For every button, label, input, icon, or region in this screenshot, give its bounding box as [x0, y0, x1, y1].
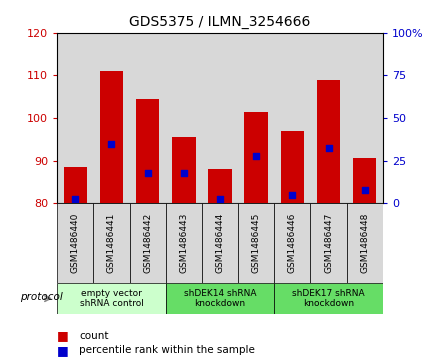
Text: ■: ■	[57, 329, 69, 342]
Bar	[63, 167, 87, 203]
Bar	[353, 159, 377, 203]
Point	[216, 196, 224, 202]
Bar	[172, 137, 195, 203]
Text: GSM1486441: GSM1486441	[107, 213, 116, 273]
Point	[108, 140, 115, 146]
Point	[144, 171, 151, 176]
Bar	[274, 283, 383, 314]
Bar	[311, 203, 347, 283]
Point	[180, 171, 187, 176]
Bar	[93, 203, 129, 283]
Text: percentile rank within the sample: percentile rank within the sample	[79, 345, 255, 355]
Point	[253, 154, 260, 159]
Bar	[93, 33, 129, 203]
Bar	[347, 203, 383, 283]
Text: shDEK14 shRNA
knockdown: shDEK14 shRNA knockdown	[184, 289, 256, 308]
Bar	[166, 283, 274, 314]
Text: GSM1486445: GSM1486445	[252, 213, 260, 273]
Text: count: count	[79, 331, 109, 341]
Bar	[274, 203, 311, 283]
Bar	[347, 33, 383, 203]
Bar	[274, 33, 311, 203]
Text: GSM1486440: GSM1486440	[71, 213, 80, 273]
Bar	[238, 203, 274, 283]
Bar	[100, 71, 123, 203]
Bar	[245, 111, 268, 203]
Text: empty vector
shRNA control: empty vector shRNA control	[80, 289, 143, 308]
Bar	[202, 33, 238, 203]
Text: GSM1486446: GSM1486446	[288, 213, 297, 273]
Bar	[136, 99, 159, 203]
Text: protocol: protocol	[20, 292, 62, 302]
Text: GSM1486448: GSM1486448	[360, 213, 369, 273]
Text: GSM1486443: GSM1486443	[180, 213, 188, 273]
Bar	[166, 33, 202, 203]
Bar	[129, 33, 166, 203]
Text: GSM1486442: GSM1486442	[143, 213, 152, 273]
Text: GSM1486444: GSM1486444	[216, 213, 224, 273]
Bar	[281, 131, 304, 203]
Bar	[317, 79, 340, 203]
Bar	[57, 203, 93, 283]
Bar	[129, 203, 166, 283]
Point	[325, 145, 332, 151]
Text: GSM1486447: GSM1486447	[324, 213, 333, 273]
Text: ■: ■	[57, 344, 69, 357]
Point	[289, 192, 296, 197]
Text: GDS5375 / ILMN_3254666: GDS5375 / ILMN_3254666	[129, 15, 311, 29]
Bar	[208, 169, 232, 203]
Bar	[166, 203, 202, 283]
Bar	[311, 33, 347, 203]
Bar	[202, 203, 238, 283]
Point	[361, 188, 368, 193]
Bar	[238, 33, 274, 203]
Bar	[57, 33, 93, 203]
Point	[72, 196, 79, 202]
Text: shDEK17 shRNA
knockdown: shDEK17 shRNA knockdown	[292, 289, 365, 308]
Bar	[57, 283, 166, 314]
